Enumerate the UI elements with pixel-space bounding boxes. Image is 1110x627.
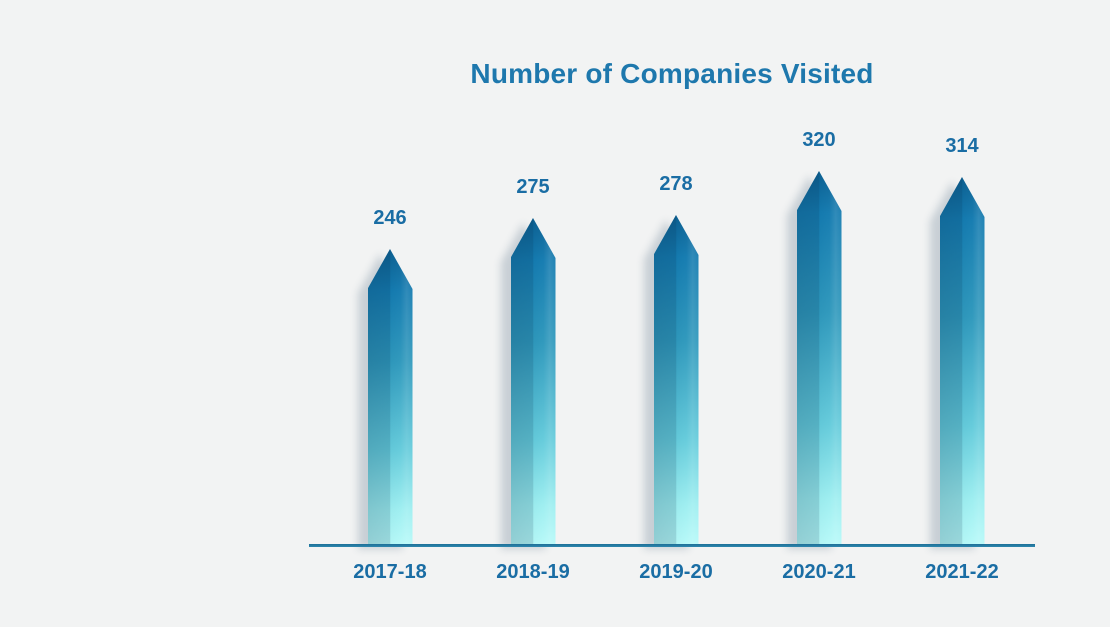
bar-2019-20: [653, 215, 699, 544]
x-axis-label-2020-21: 2020-21: [782, 561, 856, 583]
bar-fold-shading: [510, 218, 556, 544]
x-axis-line: [309, 544, 1035, 547]
bar-value-label: 278: [659, 173, 693, 195]
bar-body: [510, 218, 556, 544]
bar-fold-shading: [939, 177, 985, 544]
bar-body: [796, 171, 842, 544]
bar-value-label: 320: [802, 129, 836, 151]
bar-body: [367, 249, 413, 544]
x-axis-label-2018-19: 2018-19: [496, 561, 570, 583]
bar-2017-18: [367, 249, 413, 544]
bar-value-label: 314: [945, 135, 979, 157]
bar-fold-shading: [796, 171, 842, 544]
bar-body: [939, 177, 985, 544]
bar-value-label: 246: [373, 207, 407, 229]
bar-2020-21: [796, 171, 842, 544]
bar-body: [653, 215, 699, 544]
x-axis-label-2017-18: 2017-18: [353, 561, 427, 583]
x-axis-label-2021-22: 2021-22: [925, 561, 999, 583]
chart-title: Number of Companies Visited: [470, 58, 874, 89]
bar-2018-19: [510, 218, 556, 544]
bar-fold-shading: [367, 249, 413, 544]
bar-value-label: 275: [516, 176, 550, 198]
bar-fold-shading: [653, 215, 699, 544]
bar-2021-22: [939, 177, 985, 544]
x-axis-label-2019-20: 2019-20: [639, 561, 713, 583]
